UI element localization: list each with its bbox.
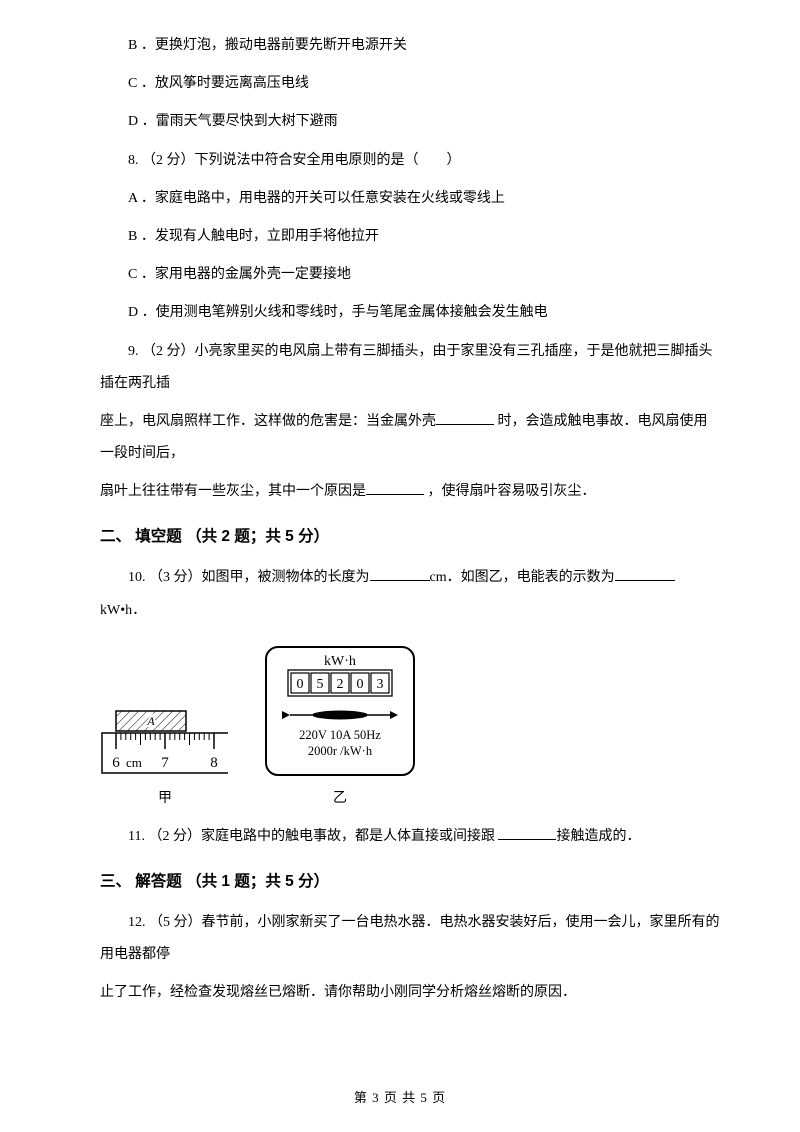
- q8-option-d: D ．使用测电笔辨别火线和零线时，手与笔尾金属体接触会发生触电: [100, 297, 720, 329]
- svg-text:8: 8: [210, 755, 218, 771]
- figure-meter-group: kW·h05203220V 10A 50Hz2000r /kW·h 乙: [260, 641, 420, 807]
- q12-line2: 止了工作，经检查发现熔丝已熔断．请你帮助小刚同学分析熔丝熔断的原因．: [100, 977, 720, 1009]
- svg-text:3: 3: [377, 677, 384, 692]
- svg-text:2: 2: [337, 677, 344, 692]
- svg-text:0: 0: [297, 677, 304, 692]
- q12-line1: 12. （5 分）春节前，小刚家新买了一台电热水器．电热水器安装好后，使用一会儿…: [100, 907, 720, 971]
- q11-b: 接触造成的．: [556, 829, 640, 844]
- q9-line2: 座上，电风扇照样工作．这样做的危害是：当金属外壳 时，会造成触电事故．电风扇使用…: [100, 406, 720, 470]
- q9-line1: 9. （2 分）小亮家里买的电风扇上带有三脚插头，由于家里没有三孔插座，于是他就…: [100, 336, 720, 400]
- svg-text:6: 6: [112, 755, 120, 771]
- figure-meter-caption: 乙: [333, 787, 347, 807]
- q9-l3a: 扇叶上往往带有一些灰尘，其中一个原因是: [100, 484, 366, 499]
- figure-meter: kW·h05203220V 10A 50Hz2000r /kW·h: [260, 641, 420, 781]
- q7-option-c: C ．放风筝时要远离高压电线: [100, 68, 720, 100]
- q8-option-a: A ．家庭电路中，用电器的开关可以任意安装在火线或零线上: [100, 183, 720, 215]
- q10-b: cm．如图乙，电能表的示数为: [430, 570, 615, 585]
- svg-text:cm: cm: [126, 755, 142, 770]
- q10-blank-1[interactable]: [370, 566, 430, 581]
- svg-text:220V 10A 50Hz: 220V 10A 50Hz: [299, 728, 381, 742]
- section-2-heading: 二、 填空题 （共 2 题；共 5 分）: [100, 524, 720, 546]
- q11-stem: 11. （2 分）家庭电路中的触电事故，都是人体直接或间接跟 接触造成的．: [100, 821, 720, 853]
- svg-text:A: A: [146, 714, 155, 728]
- q9-l2a: 座上，电风扇照样工作．这样做的危害是：当金属外壳: [100, 414, 436, 429]
- q9-line3: 扇叶上往往带有一些灰尘，其中一个原因是 ，使得扇叶容易吸引灰尘．: [100, 476, 720, 508]
- q10-a: 10. （3 分）如图甲，被测物体的长度为: [128, 570, 370, 585]
- svg-text:0: 0: [357, 677, 364, 692]
- q11-blank[interactable]: [498, 824, 556, 839]
- q8-option-b: B ．发现有人触电时，立即用手将他拉开: [100, 221, 720, 253]
- svg-text:7: 7: [161, 755, 169, 771]
- svg-text:kW·h: kW·h: [324, 654, 356, 669]
- q10-blank-2[interactable]: [615, 566, 675, 581]
- q10-stem: 10. （3 分）如图甲，被测物体的长度为 cm．如图乙，电能表的示数为 kW•h．: [100, 562, 720, 626]
- q7-option-d: D ．雷雨天气要尽快到大树下避雨: [100, 106, 720, 138]
- q11-a: 11. （2 分）家庭电路中的触电事故，都是人体直接或间接跟: [128, 829, 498, 844]
- page-footer: 第 3 页 共 5 页: [0, 1087, 800, 1106]
- q9-l3b: ，使得扇叶容易吸引灰尘．: [424, 484, 596, 499]
- figure-ruler: AA6cm78: [100, 707, 230, 781]
- svg-text:5: 5: [317, 677, 324, 692]
- q10-figures: AA6cm78 甲 kW·h05203220V 10A 50Hz2000r /k…: [100, 641, 720, 807]
- svg-text:2000r /kW·h: 2000r /kW·h: [308, 744, 373, 758]
- figure-ruler-caption: 甲: [158, 787, 172, 807]
- q8-option-c: C ．家用电器的金属外壳一定要接地: [100, 259, 720, 291]
- q10-c: kW•h．: [100, 603, 146, 618]
- section-3-heading: 三、 解答题 （共 1 题；共 5 分）: [100, 869, 720, 891]
- q9-blank-2[interactable]: [366, 480, 424, 495]
- figure-ruler-group: AA6cm78 甲: [100, 707, 230, 807]
- q9-blank-1[interactable]: [436, 409, 494, 424]
- q7-option-b: B ．更换灯泡，搬动电器前要先断开电源开关: [100, 30, 720, 62]
- q8-stem: 8. （2 分）下列说法中符合安全用电原则的是（ ）: [100, 145, 720, 177]
